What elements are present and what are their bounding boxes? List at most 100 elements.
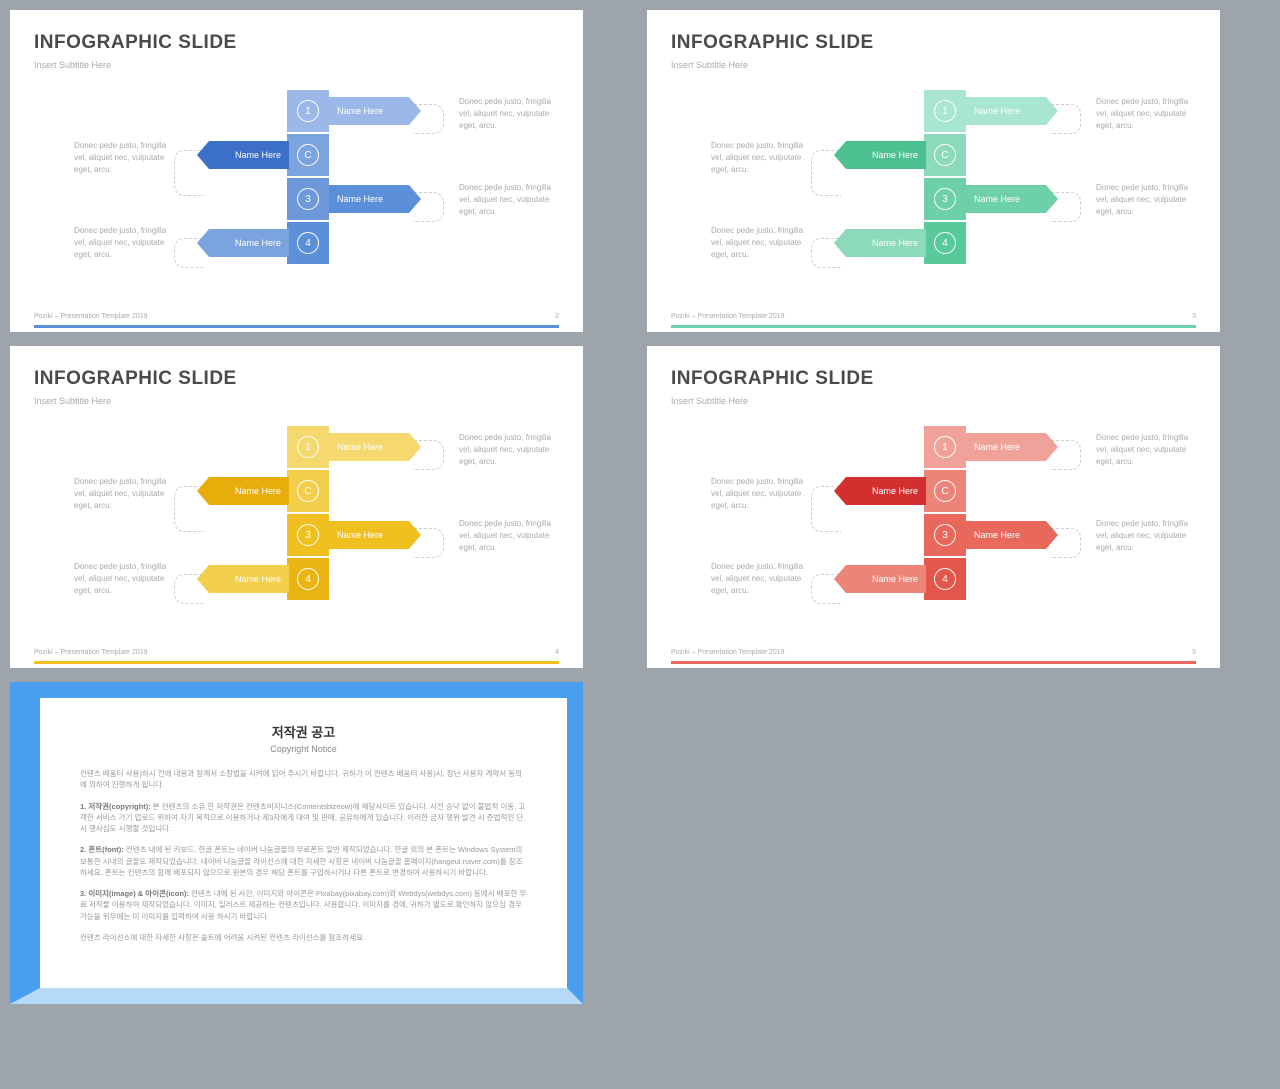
slide-content: Donec pede justo, fringilla vel, aliquet… — [34, 90, 559, 290]
number-box: C — [924, 134, 966, 176]
number-box: 4 — [287, 222, 329, 264]
slide-grid: INFOGRAPHIC SLIDE Insert Subtitle Here D… — [10, 10, 1270, 1004]
text-right-1: Donec pede justo, fringilla vel, aliquet… — [1096, 432, 1196, 468]
page-number: 4 — [555, 649, 559, 656]
arrow-left: Name Here — [846, 141, 926, 169]
slide-title: INFOGRAPHIC SLIDE — [671, 32, 1196, 54]
number-box: 3 — [924, 514, 966, 556]
number-box: 1 — [287, 426, 329, 468]
text-right-2: Donec pede justo, fringilla vel, aliquet… — [459, 182, 559, 218]
number-box: 3 — [287, 178, 329, 220]
arrow-right: Name Here — [329, 185, 409, 213]
arrow-label: Name Here — [872, 150, 918, 160]
diagram-row: 4 Name Here — [836, 222, 1056, 264]
arrow-right: Name Here — [966, 521, 1046, 549]
page-number: 3 — [1192, 313, 1196, 320]
arrow-label: Name Here — [337, 530, 383, 540]
slide-content: Donec pede justo, fringilla vel, aliquet… — [671, 426, 1196, 626]
text-left-1: Donec pede justo, fringilla vel, aliquet… — [711, 476, 811, 512]
slide-content: Donec pede justo, fringilla vel, aliquet… — [671, 90, 1196, 290]
diagram-row: 1 Name Here — [199, 90, 419, 132]
diagram-row: C Name Here — [836, 134, 1056, 176]
number-circle: C — [934, 480, 956, 502]
slide-content: Donec pede justo, fringilla vel, aliquet… — [34, 426, 559, 626]
number-box: 1 — [924, 90, 966, 132]
diagram-row: 4 Name Here — [199, 558, 419, 600]
arrow-label: Name Here — [235, 486, 281, 496]
diagram-row: 3 Name Here — [836, 514, 1056, 556]
copyright-para-2: 1. 저작권(copyright): 본 컨텐츠의 소유 한 저작권은 컨텐츠비… — [80, 801, 527, 835]
number-circle: 3 — [297, 524, 319, 546]
diagram-row: 4 Name Here — [836, 558, 1056, 600]
arrow-left: Name Here — [846, 477, 926, 505]
slide-subtitle: Insert Subtitle Here — [671, 60, 1196, 70]
accent-line — [671, 661, 1196, 664]
number-box: C — [287, 134, 329, 176]
arrow-right: Name Here — [966, 433, 1046, 461]
arrow-label: Name Here — [235, 574, 281, 584]
infographic-slide-3: INFOGRAPHIC SLIDE Insert Subtitle Here D… — [10, 346, 583, 668]
copyright-para-1: 컨텐츠 배움터 사용)하시 전에 내용과 함께서 소장법을 시켜에 읽어 주시기… — [80, 768, 527, 791]
arrow-left: Name Here — [846, 229, 926, 257]
diagram-row: 1 Name Here — [836, 426, 1056, 468]
number-circle: 1 — [934, 436, 956, 458]
text-right-2: Donec pede justo, fringilla vel, aliquet… — [1096, 182, 1196, 218]
arrow-diagram: 1 Name Here C Name Here 3 Name H — [836, 426, 1056, 616]
arrow-label: Name Here — [974, 194, 1020, 204]
number-circle: 3 — [934, 188, 956, 210]
number-circle: C — [297, 480, 319, 502]
arrow-left: Name Here — [209, 565, 289, 593]
page-number: 2 — [555, 313, 559, 320]
text-left-2: Donec pede justo, fringilla vel, aliquet… — [711, 561, 811, 597]
slide-subtitle: Insert Subtitle Here — [34, 60, 559, 70]
diagram-row: 3 Name Here — [199, 514, 419, 556]
number-box: 4 — [287, 558, 329, 600]
text-right-1: Donec pede justo, fringilla vel, aliquet… — [459, 432, 559, 468]
copyright-para-3: 2. 폰트(font): 컨텐츠 내에 된 키보드, 한글 폰트는 네이버 나눔… — [80, 844, 527, 878]
arrow-left: Name Here — [846, 565, 926, 593]
number-circle: 3 — [297, 188, 319, 210]
number-box: 4 — [924, 222, 966, 264]
text-left-2: Donec pede justo, fringilla vel, aliquet… — [711, 225, 811, 261]
footer-text: Poziki – Presentation Template 2019 — [671, 313, 785, 320]
infographic-slide-4: INFOGRAPHIC SLIDE Insert Subtitle Here D… — [647, 346, 1220, 668]
arrow-right: Name Here — [329, 97, 409, 125]
text-left-2: Donec pede justo, fringilla vel, aliquet… — [74, 225, 174, 261]
copyright-slide: 저작권 공고 Copyright Notice 컨텐츠 배움터 사용)하시 전에… — [10, 682, 583, 1004]
arrow-diagram: 1 Name Here C Name Here 3 Name H — [199, 426, 419, 616]
slide-subtitle: Insert Subtitle Here — [671, 396, 1196, 406]
arrow-label: Name Here — [974, 530, 1020, 540]
text-left-1: Donec pede justo, fringilla vel, aliquet… — [74, 476, 174, 512]
slide-title: INFOGRAPHIC SLIDE — [34, 32, 559, 54]
text-right-2: Donec pede justo, fringilla vel, aliquet… — [459, 518, 559, 554]
diagram-row: 1 Name Here — [836, 90, 1056, 132]
arrow-left: Name Here — [209, 229, 289, 257]
slide-title: INFOGRAPHIC SLIDE — [34, 368, 559, 390]
arrow-label: Name Here — [337, 194, 383, 204]
slide-title: INFOGRAPHIC SLIDE — [671, 368, 1196, 390]
number-box: C — [924, 470, 966, 512]
arrow-right: Name Here — [329, 433, 409, 461]
number-circle: 4 — [297, 232, 319, 254]
accent-line — [34, 661, 559, 664]
arrow-label: Name Here — [974, 106, 1020, 116]
arrow-label: Name Here — [872, 238, 918, 248]
number-box: C — [287, 470, 329, 512]
number-circle: 1 — [297, 100, 319, 122]
diagram-row: 3 Name Here — [199, 178, 419, 220]
footer-text: Poziki – Presentation Template 2019 — [671, 649, 785, 656]
number-circle: 4 — [297, 568, 319, 590]
text-left-1: Donec pede justo, fringilla vel, aliquet… — [711, 140, 811, 176]
number-circle: 1 — [297, 436, 319, 458]
number-circle: 4 — [934, 568, 956, 590]
arrow-left: Name Here — [209, 141, 289, 169]
copyright-subtitle: Copyright Notice — [80, 744, 527, 754]
copyright-para-5: 컨텐츠 라이선스에 대한 자세한 사항은 솔트에 어려움 시켜된 컨텐츠 라이선… — [80, 932, 527, 943]
arrow-diagram: 1 Name Here C Name Here 3 Name H — [199, 90, 419, 280]
diagram-row: C Name Here — [836, 470, 1056, 512]
arrow-right: Name Here — [966, 185, 1046, 213]
number-box: 3 — [924, 178, 966, 220]
arrow-label: Name Here — [235, 150, 281, 160]
arrow-right: Name Here — [329, 521, 409, 549]
copyright-title: 저작권 공고 — [80, 722, 527, 741]
